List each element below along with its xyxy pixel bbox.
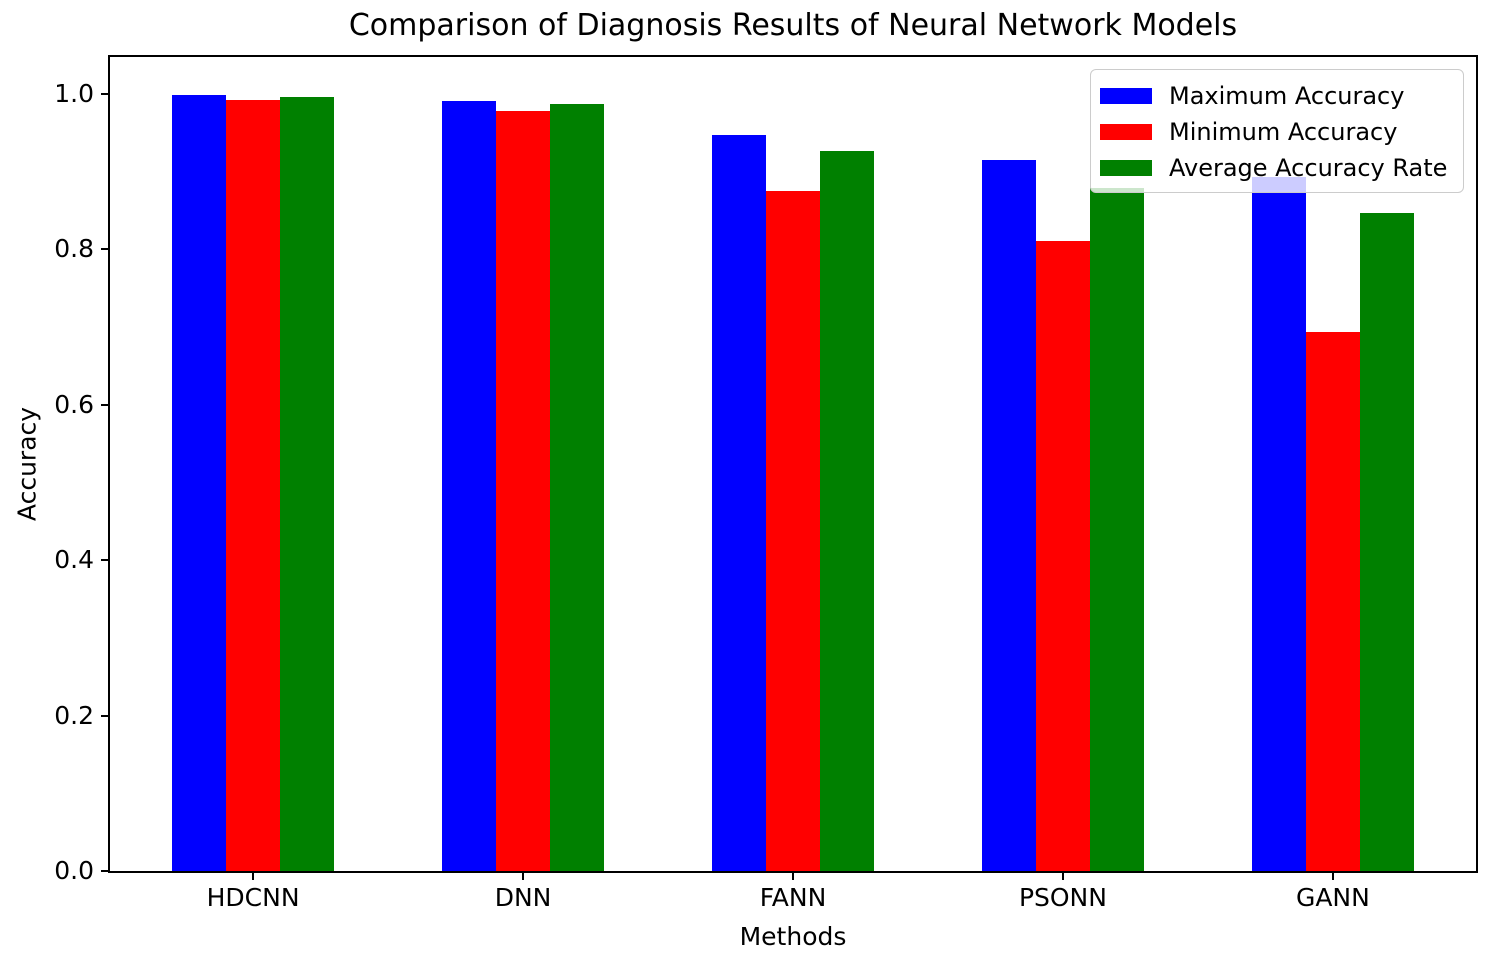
bar-maximum-accuracy-hdcnn <box>172 95 227 871</box>
bar-maximum-accuracy-psonn <box>981 159 1036 871</box>
y-tick-label: 0.6 <box>54 389 94 419</box>
bar-average-accuracy-rate-fann <box>819 151 874 871</box>
y-tick-label: 0.2 <box>54 700 94 730</box>
y-tick-label: 1.0 <box>54 78 94 108</box>
y-tick-label: 0.4 <box>54 545 94 575</box>
legend-label: Minimum Accuracy <box>1169 118 1398 146</box>
legend: Maximum Accuracy Minimum Accuracy Average … <box>1090 69 1464 193</box>
legend-item: Minimum Accuracy <box>1091 114 1463 150</box>
bar-average-accuracy-rate-gann <box>1359 212 1414 871</box>
bar-minimum-accuracy-psonn <box>1035 241 1090 871</box>
y-tick-label: 0.0 <box>54 856 94 885</box>
legend-item: Maximum Accuracy <box>1091 78 1463 114</box>
bar-minimum-accuracy-fann <box>766 190 820 871</box>
y-tick-mark <box>101 92 109 95</box>
legend-swatch-average-accuracy-rate <box>1100 160 1152 176</box>
y-tick-label: 0.8 <box>54 234 94 264</box>
bar-maximum-accuracy-dnn <box>442 100 497 871</box>
bar-minimum-accuracy-hdcnn <box>226 99 281 871</box>
bar-average-accuracy-rate-hdcnn <box>280 96 335 871</box>
y-tick-mark <box>101 714 109 717</box>
bar-minimum-accuracy-gann <box>1305 332 1360 871</box>
chart-title: Comparison of Diagnosis Results of Neura… <box>348 8 1238 43</box>
y-tick-mark <box>101 559 109 562</box>
y-tick-mark <box>101 248 109 251</box>
bar-average-accuracy-rate-dnn <box>550 103 605 871</box>
bar-minimum-accuracy-dnn <box>496 111 551 871</box>
legend-label: Maximum Accuracy <box>1169 82 1405 110</box>
x-tick-mark <box>522 873 525 880</box>
y-tick-mark <box>101 403 109 406</box>
bar-average-accuracy-rate-psonn <box>1089 188 1144 871</box>
legend-label: Average Accuracy Rate <box>1169 154 1448 182</box>
x-tick-label: DNN <box>494 883 552 912</box>
x-tick-label: GANN <box>1295 883 1370 912</box>
x-tick-label: HDCNN <box>206 883 300 912</box>
legend-swatch-minimum-accuracy <box>1100 124 1152 140</box>
x-tick-mark <box>1331 873 1334 880</box>
y-tick-mark <box>101 870 109 872</box>
legend-item: Average Accuracy Rate <box>1091 150 1463 186</box>
x-tick-mark <box>1061 873 1064 880</box>
x-tick-label: FANN <box>759 883 827 912</box>
x-tick-mark <box>252 873 255 880</box>
bar-maximum-accuracy-gann <box>1251 176 1306 871</box>
x-tick-label: PSONN <box>1018 883 1107 912</box>
legend-swatch-maximum-accuracy <box>1100 88 1152 104</box>
x-axis-label: Methods <box>739 922 847 951</box>
y-axis-label: Accuracy <box>12 406 42 522</box>
x-tick-mark <box>792 873 794 880</box>
bar-maximum-accuracy-fann <box>712 134 766 871</box>
